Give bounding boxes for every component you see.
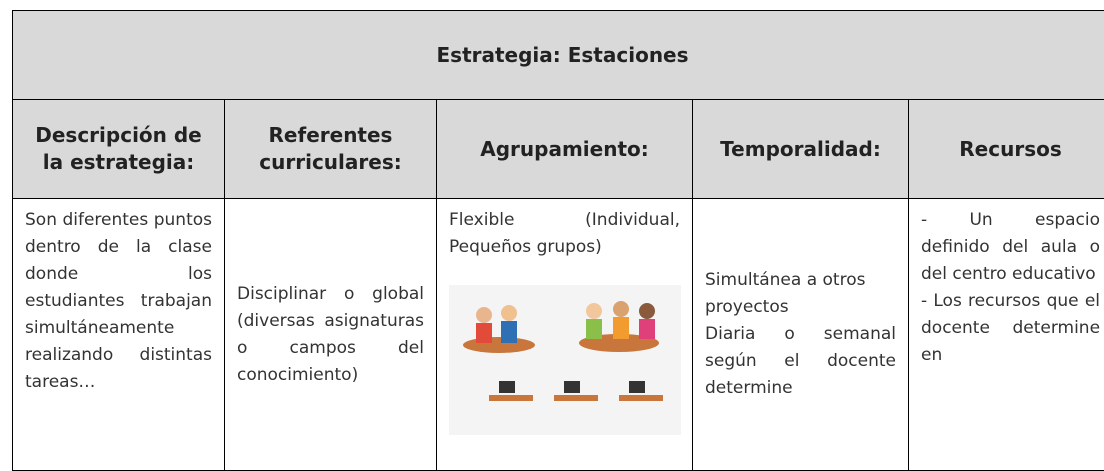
column-header: Referentes curriculares: (225, 100, 437, 199)
classroom-illustration (449, 285, 681, 435)
strategy-table: Estrategia: Estaciones Descripción de la… (12, 10, 1104, 471)
cell: Son diferentes puntos dentro de la clase… (13, 199, 225, 471)
table-title: Estrategia: Estaciones (13, 11, 1104, 100)
page: {"header": {"title": "Estrategia: Estaci… (0, 0, 1104, 455)
cell-line: - Los recursos que el docente determine … (921, 288, 1100, 369)
column-header: Temporalidad: (693, 100, 909, 199)
cell-line: - Un espacio definido del aula o del cen… (921, 207, 1100, 288)
cell-line: Simultánea a otros proyectos (705, 267, 896, 321)
column-header: Agrupamiento: (437, 100, 693, 199)
cell: Simultánea a otros proyectos Diaria o se… (693, 199, 909, 471)
cell: - Un espacio definido del aula o del cen… (909, 199, 1104, 471)
column-header: Recursos (909, 100, 1104, 199)
cell: Disciplinar o global (diversas asignatur… (225, 199, 437, 471)
cell-line: Diaria o semanal según el docente determ… (705, 321, 896, 402)
cell: Flexible (Individual, Pequeños grupos) (437, 199, 693, 471)
cell-text: Flexible (Individual, Pequeños grupos) (449, 207, 680, 261)
table-container: Estrategia: Estaciones Descripción de la… (12, 10, 1104, 471)
column-header: Descripción de la estrategia: (13, 100, 225, 199)
